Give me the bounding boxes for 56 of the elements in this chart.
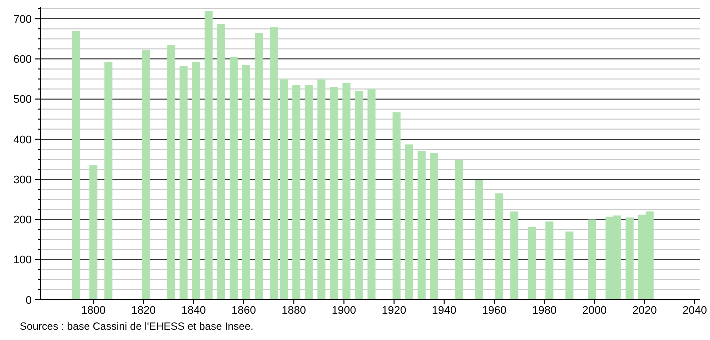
source-note: Sources : base Cassini de l'EHESS et base Insee. bbox=[20, 321, 254, 333]
x-tick-label: 1860 bbox=[232, 305, 256, 317]
bar bbox=[217, 24, 226, 300]
x-tick-label: 1980 bbox=[532, 305, 557, 317]
x-tick-label: 1820 bbox=[131, 305, 156, 317]
y-tick-label: 200 bbox=[14, 214, 32, 227]
bar bbox=[475, 180, 484, 300]
bar bbox=[392, 112, 401, 300]
bar bbox=[318, 80, 326, 300]
x-tick-label: 1840 bbox=[182, 305, 206, 317]
x-tick-label: 2000 bbox=[582, 305, 608, 317]
bar bbox=[496, 194, 504, 300]
bar bbox=[72, 31, 80, 300]
bar bbox=[546, 222, 554, 300]
bar bbox=[588, 220, 596, 300]
bar bbox=[330, 87, 338, 300]
x-tick-label: 1920 bbox=[382, 305, 407, 317]
y-tick-label: 500 bbox=[14, 94, 32, 106]
y-tick-label: 600 bbox=[14, 54, 32, 66]
bar bbox=[292, 85, 301, 300]
bar bbox=[270, 27, 278, 300]
bar bbox=[180, 66, 188, 300]
y-tick-label: 700 bbox=[14, 14, 32, 26]
bar bbox=[230, 57, 238, 300]
bar bbox=[626, 218, 634, 300]
bar bbox=[280, 80, 288, 300]
bar bbox=[204, 11, 213, 300]
bar bbox=[455, 160, 464, 300]
x-tick-label: 1800 bbox=[81, 305, 106, 317]
bar bbox=[342, 83, 351, 300]
bar bbox=[192, 62, 200, 300]
bar bbox=[368, 89, 376, 300]
x-tick-label: 1880 bbox=[282, 305, 306, 317]
bar bbox=[305, 85, 314, 300]
bar bbox=[430, 154, 438, 300]
bar bbox=[418, 151, 426, 300]
y-tick-label: 400 bbox=[14, 134, 32, 146]
x-tick-label: 1940 bbox=[432, 305, 457, 317]
bar bbox=[510, 212, 519, 300]
bar bbox=[254, 33, 264, 300]
bar bbox=[566, 232, 574, 300]
bar bbox=[104, 62, 113, 300]
x-tick-label: 1960 bbox=[482, 305, 507, 317]
bar bbox=[405, 144, 414, 300]
x-tick-label: 1900 bbox=[332, 305, 356, 317]
bar bbox=[528, 226, 536, 300]
x-tick-label: 2040 bbox=[682, 305, 708, 317]
x-tick-label: 2020 bbox=[632, 305, 658, 317]
bar bbox=[90, 166, 98, 300]
bar bbox=[167, 45, 176, 300]
bar bbox=[242, 65, 250, 300]
y-tick-label: 300 bbox=[14, 174, 32, 186]
bar bbox=[355, 91, 364, 300]
y-tick-label: 0 bbox=[26, 294, 32, 307]
y-tick-label: 100 bbox=[14, 254, 32, 267]
bar bbox=[142, 50, 150, 300]
